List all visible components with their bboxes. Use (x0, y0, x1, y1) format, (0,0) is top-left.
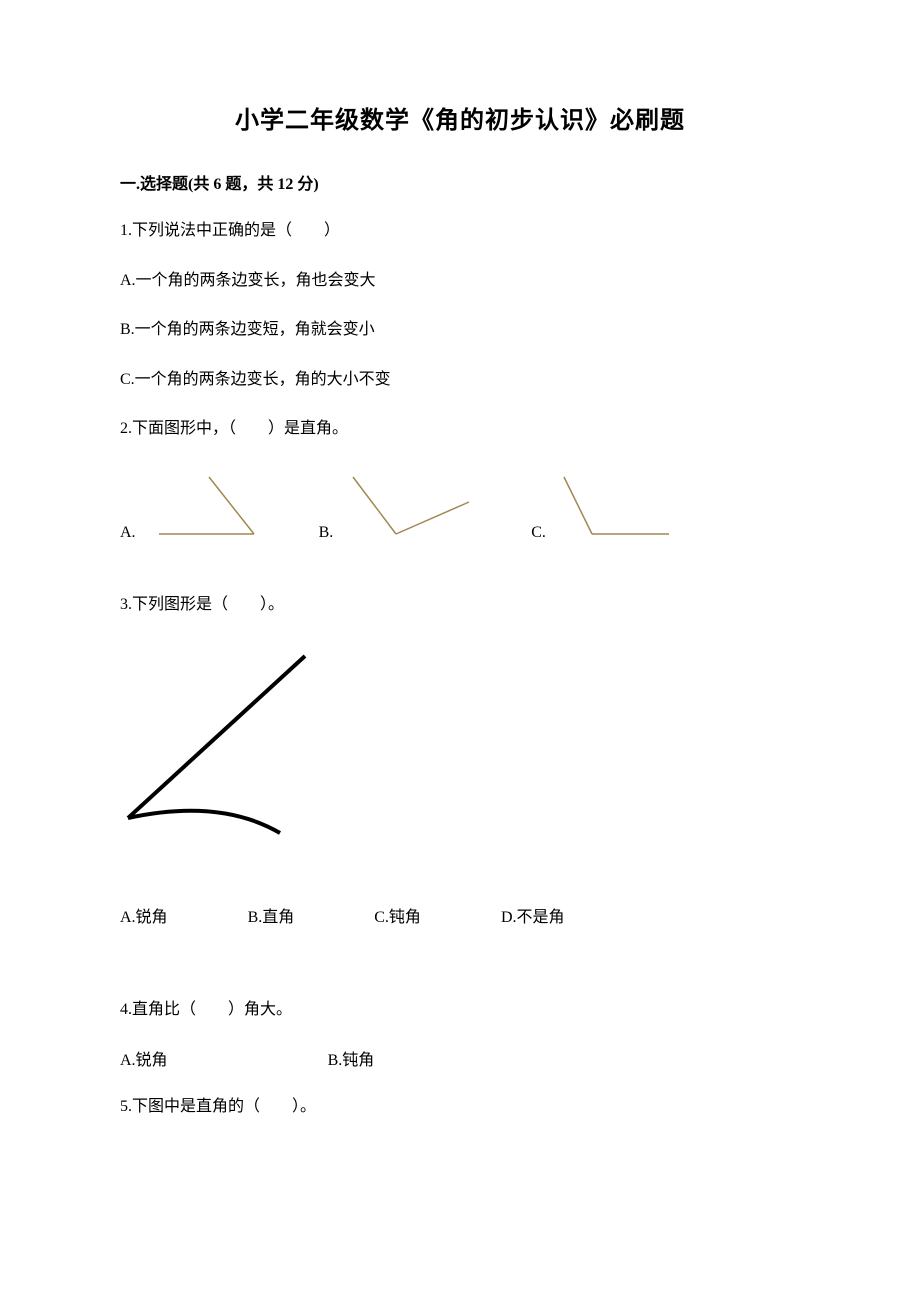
angle-figure-c (554, 472, 674, 542)
q1-optB: B.一个角的两条边变短，角就会变小 (120, 317, 800, 343)
q2-figC: C. (531, 472, 674, 542)
q2-labelC: C. (531, 524, 546, 542)
q2-figB: B. (319, 472, 477, 542)
q2-figA: A. (120, 472, 264, 542)
q1-text: 1.下列说法中正确的是（ ） (120, 218, 800, 244)
q3-optB: B.直角 (248, 903, 295, 927)
q3-figure (120, 648, 800, 843)
q3-optD: D.不是角 (501, 903, 565, 927)
q1-optC: C.一个角的两条边变长，角的大小不变 (120, 367, 800, 393)
section-header: 一.选择题(共 6 题，共 12 分) (120, 170, 800, 194)
angle-figure-a (144, 472, 264, 542)
q3-optC: C.钝角 (374, 903, 421, 927)
q3-optA: A.锐角 (120, 903, 168, 927)
q4-optB: B.钝角 (328, 1046, 375, 1070)
q2-text: 2.下面图形中，（ ）是直角。 (120, 416, 800, 442)
q4-options: A.锐角 B.钝角 (120, 1046, 800, 1070)
q1-optA: A.一个角的两条边变长，角也会变大 (120, 268, 800, 294)
q2-labelA: A. (120, 524, 136, 542)
angle-figure-b (341, 472, 476, 542)
q2-figures: A. B. C. (120, 472, 800, 542)
q2-labelB: B. (319, 524, 334, 542)
q3-options: A.锐角 B.直角 C.钝角 D.不是角 (120, 903, 800, 927)
q4-text: 4.直角比（ ）角大。 (120, 997, 800, 1023)
page-title: 小学二年级数学《角的初步认识》必刷题 (120, 100, 800, 135)
q5-text: 5.下图中是直角的（ ）。 (120, 1094, 800, 1120)
not-angle-figure (120, 648, 340, 838)
q4-optA: A.锐角 (120, 1046, 168, 1070)
q3-text: 3.下列图形是（ ）。 (120, 592, 800, 618)
